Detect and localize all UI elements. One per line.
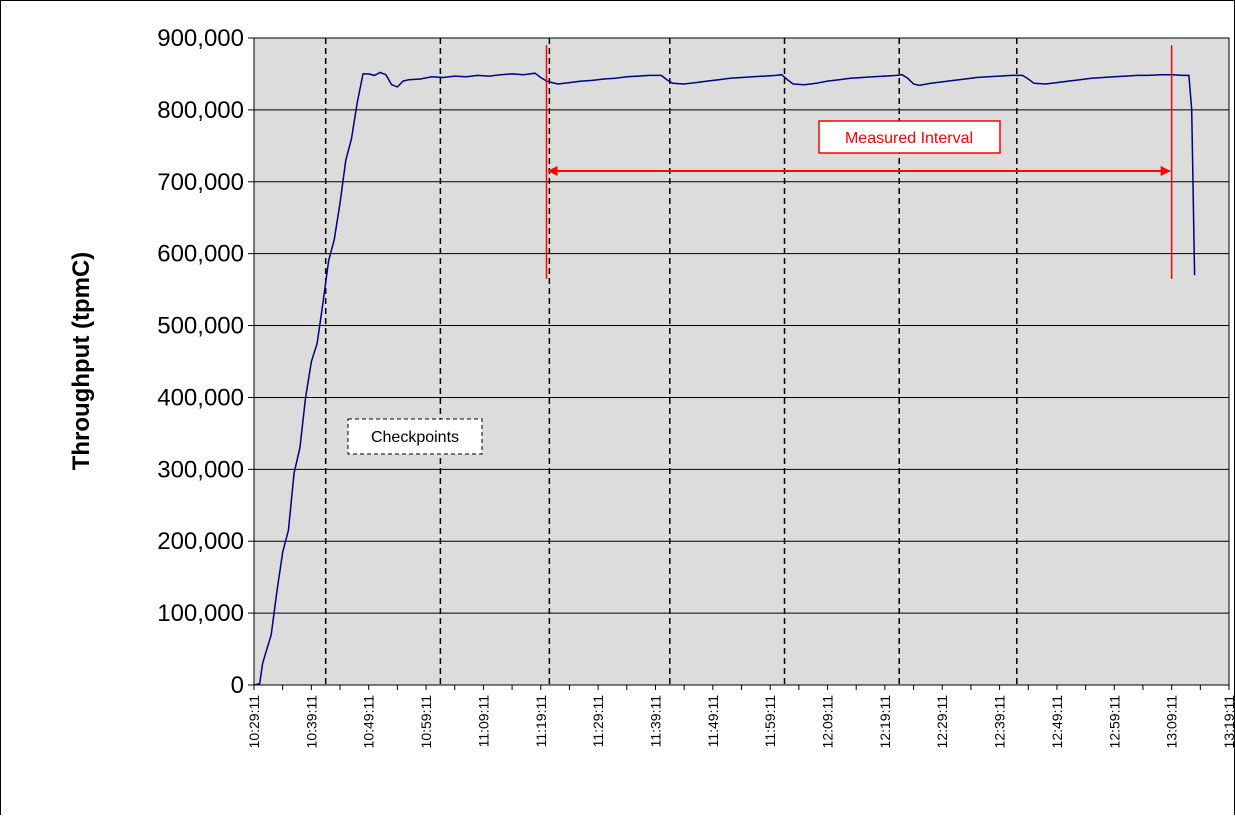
checkpoints-annotation: Checkpoints [347, 418, 483, 455]
x-tick-label: 11:29:11 [590, 695, 606, 748]
x-tick-label: 11:59:11 [762, 695, 778, 748]
x-tick-label: 12:59:11 [1106, 695, 1122, 749]
checkpoints-label: Checkpoints [371, 429, 459, 446]
arrow-head-left [547, 165, 558, 176]
x-tick-label: 12:49:11 [1049, 695, 1065, 749]
gridlines [254, 109, 1229, 614]
y-tick-label: 700,000 [157, 169, 244, 196]
y-tick-label: 600,000 [157, 241, 244, 268]
y-tick-label: 800,000 [157, 97, 244, 124]
y-tick-label: 500,000 [157, 313, 244, 340]
y-axis-label: Throughput (tpmC) [68, 252, 95, 471]
x-tick-label: 10:49:11 [361, 695, 377, 749]
arrow-head-right [1160, 165, 1171, 176]
x-tick-label: 11:09:11 [475, 695, 491, 748]
plot-area [253, 37, 1230, 686]
x-tick-label: 13:09:11 [1164, 695, 1180, 749]
y-tick-label: 300,000 [157, 456, 244, 483]
y-tick-label: 900,000 [157, 25, 244, 52]
x-tick-label: 11:19:11 [533, 695, 549, 748]
x-tick-label: 10:59:11 [418, 695, 434, 749]
x-tick-label: 12:39:11 [992, 695, 1008, 749]
measured-interval-annotation: Measured Interval [818, 120, 1001, 154]
x-axis-ticks: 10:29:11 10:39:11 10:49:11 10:59:11 11:09:11… [246, 685, 1235, 748]
measured-interval-marker [545, 45, 1173, 279]
x-tick-label: 11:49:11 [705, 695, 721, 748]
x-tick-label: 11:39:11 [647, 695, 663, 748]
throughput-series-line [253, 71, 1196, 686]
measured-interval-label: Measured Interval [845, 130, 973, 147]
y-tick-label: 100,000 [157, 600, 244, 627]
x-tick-label: 12:29:11 [934, 695, 950, 749]
x-tick-label: 10:29:11 [246, 695, 262, 749]
checkpoints-box [347, 418, 483, 455]
x-tick-label: 12:19:11 [877, 695, 893, 749]
y-tick-label: 0 [231, 672, 244, 699]
measured-interval-box [818, 120, 1001, 154]
x-tick-label: 13:19:11 [1221, 695, 1235, 749]
y-tick-label: 400,000 [157, 384, 244, 411]
x-tick-label: 12:09:11 [820, 695, 836, 749]
checkpoint-lines [324, 38, 1018, 685]
y-axis-ticks: 0 100,000 200,000 300,000 400,000 500,000 600,… [157, 25, 254, 699]
y-tick-label: 200,000 [157, 528, 244, 555]
x-tick-label: 10:39:11 [303, 695, 319, 749]
